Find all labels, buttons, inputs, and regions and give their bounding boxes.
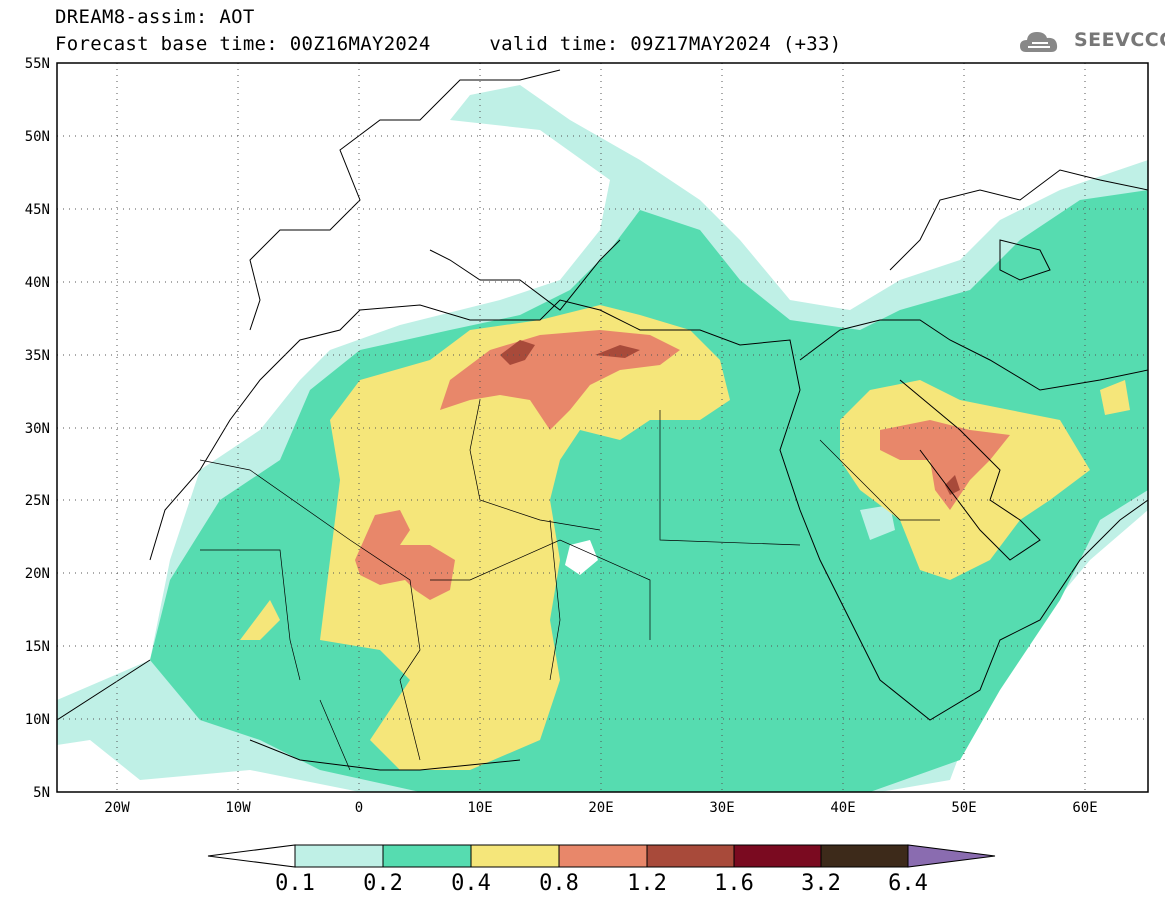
lat-tick-label: 15N [25, 639, 50, 655]
lat-tick-label: 5N [33, 785, 50, 801]
lat-tick-label: 30N [25, 421, 50, 437]
colorbar-swatch [733, 844, 822, 868]
cloud-logo-icon [1020, 32, 1058, 52]
lon-tick-label: 20W [104, 800, 130, 816]
colorbar-label: 0.4 [451, 871, 491, 896]
lon-tick-label: 0 [355, 800, 363, 816]
colorbar-swatch [294, 844, 384, 868]
lat-axis: 55N 50N 45N 40N 35N 30N 25N 20N 15N 10N … [25, 56, 50, 801]
colorbar-low-arrow [207, 844, 296, 868]
colorbar-label: 0.1 [275, 871, 315, 896]
aot-band-2 [320, 305, 730, 770]
plot-frame [56, 62, 1149, 793]
lat-tick-label: 55N [25, 56, 50, 72]
lat-tick-label: 40N [25, 275, 50, 291]
aot-field [57, 85, 1148, 792]
logo-text: SEEVCCC [1074, 29, 1165, 51]
lon-tick-label: 50E [951, 800, 976, 816]
aot-band-2c [1100, 380, 1130, 415]
lon-tick-label: 40E [830, 800, 855, 816]
aot-gap-2 [860, 505, 895, 540]
aot-band-2d [240, 600, 280, 640]
lat-tick-label: 25N [25, 493, 50, 509]
colorbar-label: 0.2 [363, 871, 403, 896]
lon-axis: 20W 10W 0 10E 20E 30E 40E 50E 60E [104, 800, 1097, 816]
aot-band-4 [500, 340, 535, 365]
lat-tick-label: 35N [25, 348, 50, 364]
colorbar-label: 3.2 [801, 871, 841, 896]
colorbar-label: 1.2 [627, 871, 667, 896]
colorbar-high-arrow [907, 844, 996, 868]
aot-band-3c [880, 420, 1010, 510]
lat-tick-label: 45N [25, 202, 50, 218]
colorbar-swatch [646, 844, 735, 868]
coastlines [57, 69, 1148, 771]
colorbar-swatch [470, 844, 560, 868]
map-title: DREAM8-assim: AOT [55, 6, 255, 28]
valid-time: valid time: 09Z17MAY2024 (+33) [489, 33, 842, 55]
colorbar-label: 1.6 [714, 871, 754, 896]
aot-band-4b [595, 345, 640, 358]
aot-gap-1 [565, 540, 598, 575]
colorbar-swatch [820, 844, 909, 868]
lat-tick-label: 50N [25, 129, 50, 145]
colorbar-swatch [558, 844, 648, 868]
lon-tick-label: 30E [709, 800, 734, 816]
lon-tick-label: 10E [467, 800, 492, 816]
time-info: Forecast base time: 00Z16MAY2024 valid t… [55, 33, 842, 55]
lon-tick-label: 10W [225, 800, 251, 816]
lat-tick-label: 10N [25, 712, 50, 728]
lon-tick-label: 20E [588, 800, 613, 816]
colorbar: 0.1 0.2 0.4 0.8 1.2 1.6 3.2 6.4 [207, 844, 996, 896]
aot-band-3b [355, 510, 455, 600]
colorbar-label: 0.8 [539, 871, 579, 896]
aot-band-4c [945, 475, 960, 495]
lon-tick-label: 60E [1072, 800, 1097, 816]
lat-tick-label: 20N [25, 566, 50, 582]
colorbar-label: 6.4 [888, 871, 928, 896]
colorbar-swatch [382, 844, 472, 868]
base-time: Forecast base time: 00Z16MAY2024 [55, 33, 431, 55]
